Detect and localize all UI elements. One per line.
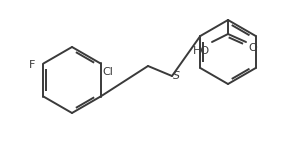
Text: F: F xyxy=(29,60,35,71)
Text: S: S xyxy=(173,71,180,81)
Text: Cl: Cl xyxy=(102,67,114,78)
Text: O: O xyxy=(248,43,257,53)
Text: HO: HO xyxy=(193,46,210,56)
